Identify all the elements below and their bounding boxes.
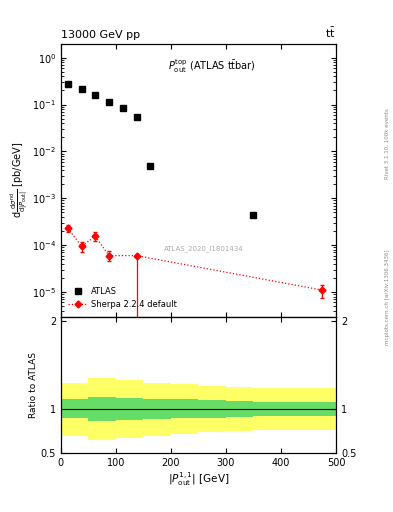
X-axis label: $|P_{\rm out}^{1,1}|\ \rm [GeV]$: $|P_{\rm out}^{1,1}|\ \rm [GeV]$ [168,471,229,488]
Text: ATLAS_2020_I1801434: ATLAS_2020_I1801434 [164,245,244,252]
Text: mcplots.cern.ch [arXiv:1306.3436]: mcplots.cern.ch [arXiv:1306.3436] [385,249,389,345]
Text: ${\rm t}\bar{\rm t}$: ${\rm t}\bar{\rm t}$ [325,26,336,40]
Text: 13000 GeV pp: 13000 GeV pp [61,30,140,40]
Text: Rivet 3.1.10, 100k events: Rivet 3.1.10, 100k events [385,108,389,179]
Y-axis label: Ratio to ATLAS: Ratio to ATLAS [29,352,38,418]
Legend: ATLAS, Sherpa 2.2.4 default: ATLAS, Sherpa 2.2.4 default [65,284,180,312]
Y-axis label: $\mathsf{d}\frac{\mathsf{d}\sigma^\mathsf{nd}}{\mathsf{d}|P_\mathsf{out}|}\ \mat: $\mathsf{d}\frac{\mathsf{d}\sigma^\maths… [9,142,31,218]
Text: $P_{\rm out}^{\rm top}$ (ATLAS t$\bar{\rm t}$bar): $P_{\rm out}^{\rm top}$ (ATLAS t$\bar{\r… [168,57,256,75]
